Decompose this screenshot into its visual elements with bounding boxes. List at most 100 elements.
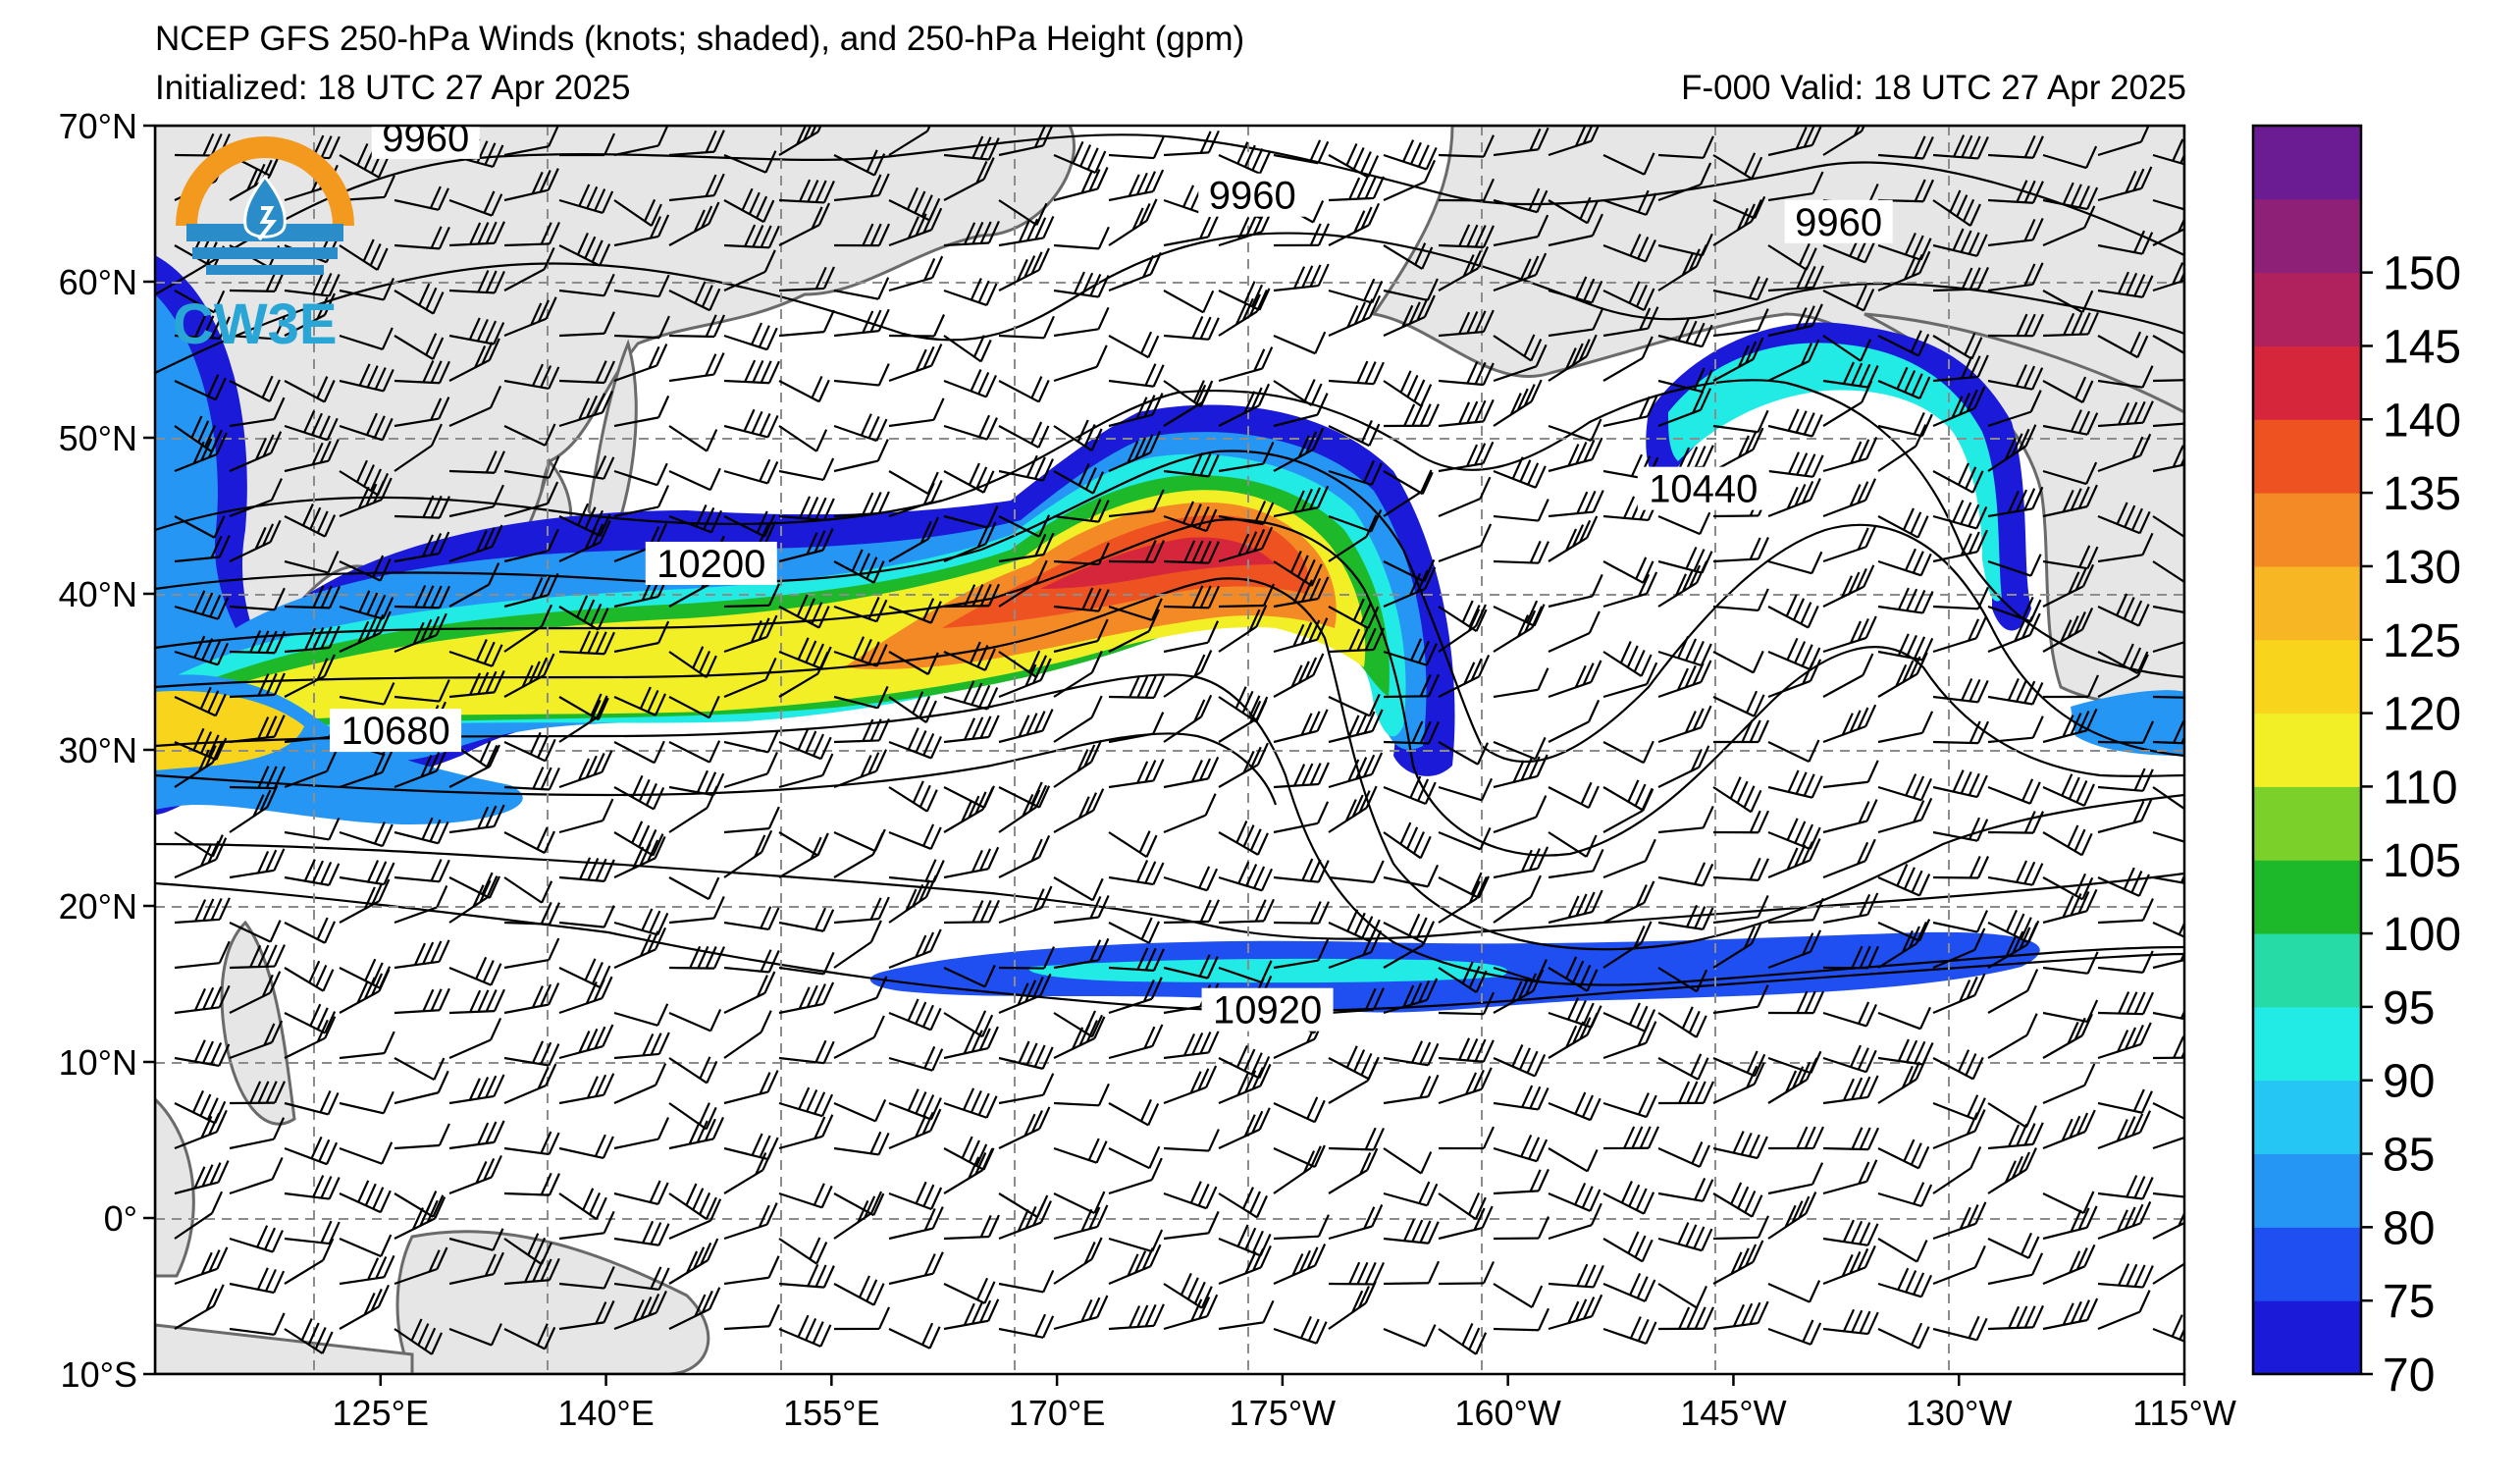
wind-barb (1987, 715, 2044, 744)
barb-flag (1629, 1273, 1642, 1296)
barb-flag (1420, 469, 1433, 493)
barb-flag (603, 1299, 615, 1323)
barb-flag (1245, 214, 1258, 238)
barb-flag (1072, 140, 1084, 164)
barb-flag (269, 920, 282, 943)
barb-flag (490, 385, 502, 408)
barb-flag (1234, 302, 1247, 326)
barb-flag (1579, 519, 1592, 543)
wind-barb (394, 817, 449, 845)
wind-barb (888, 928, 942, 970)
barb-flag (1644, 838, 1656, 862)
wind-barb (2042, 824, 2093, 857)
barb-flag (1795, 410, 1808, 434)
barb-flag (255, 437, 268, 460)
barb-flag (1308, 711, 1321, 734)
barb-flag (767, 806, 780, 829)
barb-flag (1952, 228, 1965, 251)
wind-barb (833, 223, 891, 247)
barb-flag (273, 766, 286, 789)
barb-flag (1737, 344, 1750, 368)
wind-barb (1767, 242, 1817, 271)
barb-shaft (2152, 1102, 2184, 1120)
barb-flag (527, 1233, 540, 1256)
barb-flag (2081, 290, 2094, 313)
barb-flag (1974, 615, 1987, 639)
barb-flag (1915, 1057, 1927, 1081)
colorbar-frame (2251, 124, 2363, 1376)
barb-flag (540, 1041, 552, 1065)
barb-flag (1859, 945, 1871, 969)
barb-flag (1419, 403, 1432, 427)
barb-flag (797, 1314, 810, 1338)
wind-barb (1767, 739, 1820, 763)
barb-flag (192, 441, 205, 464)
barb-flag (817, 202, 830, 226)
wind-barb (668, 467, 721, 492)
wind-barb (723, 829, 773, 878)
wind-barb (339, 1031, 395, 1060)
wind-barb (668, 1198, 722, 1241)
barb-flag (1897, 1267, 1910, 1291)
barb-flag (851, 549, 864, 572)
barb-flag (1235, 1044, 1248, 1068)
barb-flag (1801, 644, 1813, 667)
barb-flag (2061, 1118, 2074, 1141)
barb-flag (1370, 462, 1383, 486)
barb-shaft (1822, 780, 1868, 789)
barb-flag (1291, 1253, 1304, 1276)
barb-flag (2020, 917, 2032, 940)
barb-flag (2023, 218, 2036, 241)
colorbar: 7075808590951001051101201251301351401451… (2251, 124, 2461, 1402)
barb-flag (811, 602, 823, 625)
barb-flag (877, 1132, 890, 1155)
barb-shaft (394, 335, 434, 360)
barb-flag (1481, 777, 1494, 801)
barb-flag (1754, 195, 1766, 219)
barb-flag (2023, 680, 2036, 704)
barb-flag (312, 585, 325, 609)
barb-flag (1585, 334, 1598, 357)
barb-flag (1143, 1026, 1156, 1049)
wind-barb (778, 753, 834, 789)
barb-flag (986, 687, 999, 711)
wind-barb (1822, 1245, 1876, 1286)
barb-flag (1207, 130, 1220, 153)
barb-shaft (1932, 921, 1978, 933)
wind-barb (394, 531, 450, 563)
barb-flag (1693, 1226, 1706, 1249)
wind-barb (503, 731, 556, 763)
colorbar-tick-label: 75 (2383, 1276, 2435, 1328)
barb-flag (1197, 505, 1210, 529)
barb-flag (1860, 339, 1872, 362)
barb-flag (2026, 969, 2039, 992)
wind-barb (2097, 166, 2153, 202)
barb-flag (1150, 1157, 1163, 1181)
barb-shaft (2042, 1084, 2085, 1105)
wind-barb (1053, 1016, 1106, 1059)
barb-flag (877, 173, 890, 196)
barb-flag (2008, 1124, 2021, 1147)
barb-flag (1245, 864, 1258, 886)
barb-shaft (1877, 1328, 1920, 1350)
barb-flag (2008, 1305, 2021, 1329)
wind-barb (1493, 379, 1543, 427)
barb-flag (2126, 272, 2138, 295)
barb-shaft (1108, 831, 1148, 859)
barb-flag (1018, 715, 1030, 738)
wind-barb (1877, 135, 1934, 160)
barb-flag (767, 225, 780, 248)
barb-flag (1690, 1053, 1703, 1077)
barb-flag (1152, 712, 1165, 735)
wind-barb (284, 272, 341, 297)
barb-shaft (1987, 922, 2029, 944)
barb-flag (483, 1157, 496, 1181)
wind-barb (1877, 919, 1931, 942)
barb-flag (364, 958, 377, 981)
wind-barb (1218, 742, 1269, 788)
barb-flag (921, 1111, 934, 1135)
wind-barb (1602, 788, 1654, 833)
barb-flag (1427, 1260, 1440, 1284)
wind-barb (1932, 1109, 1986, 1150)
wind-barb (229, 848, 286, 879)
